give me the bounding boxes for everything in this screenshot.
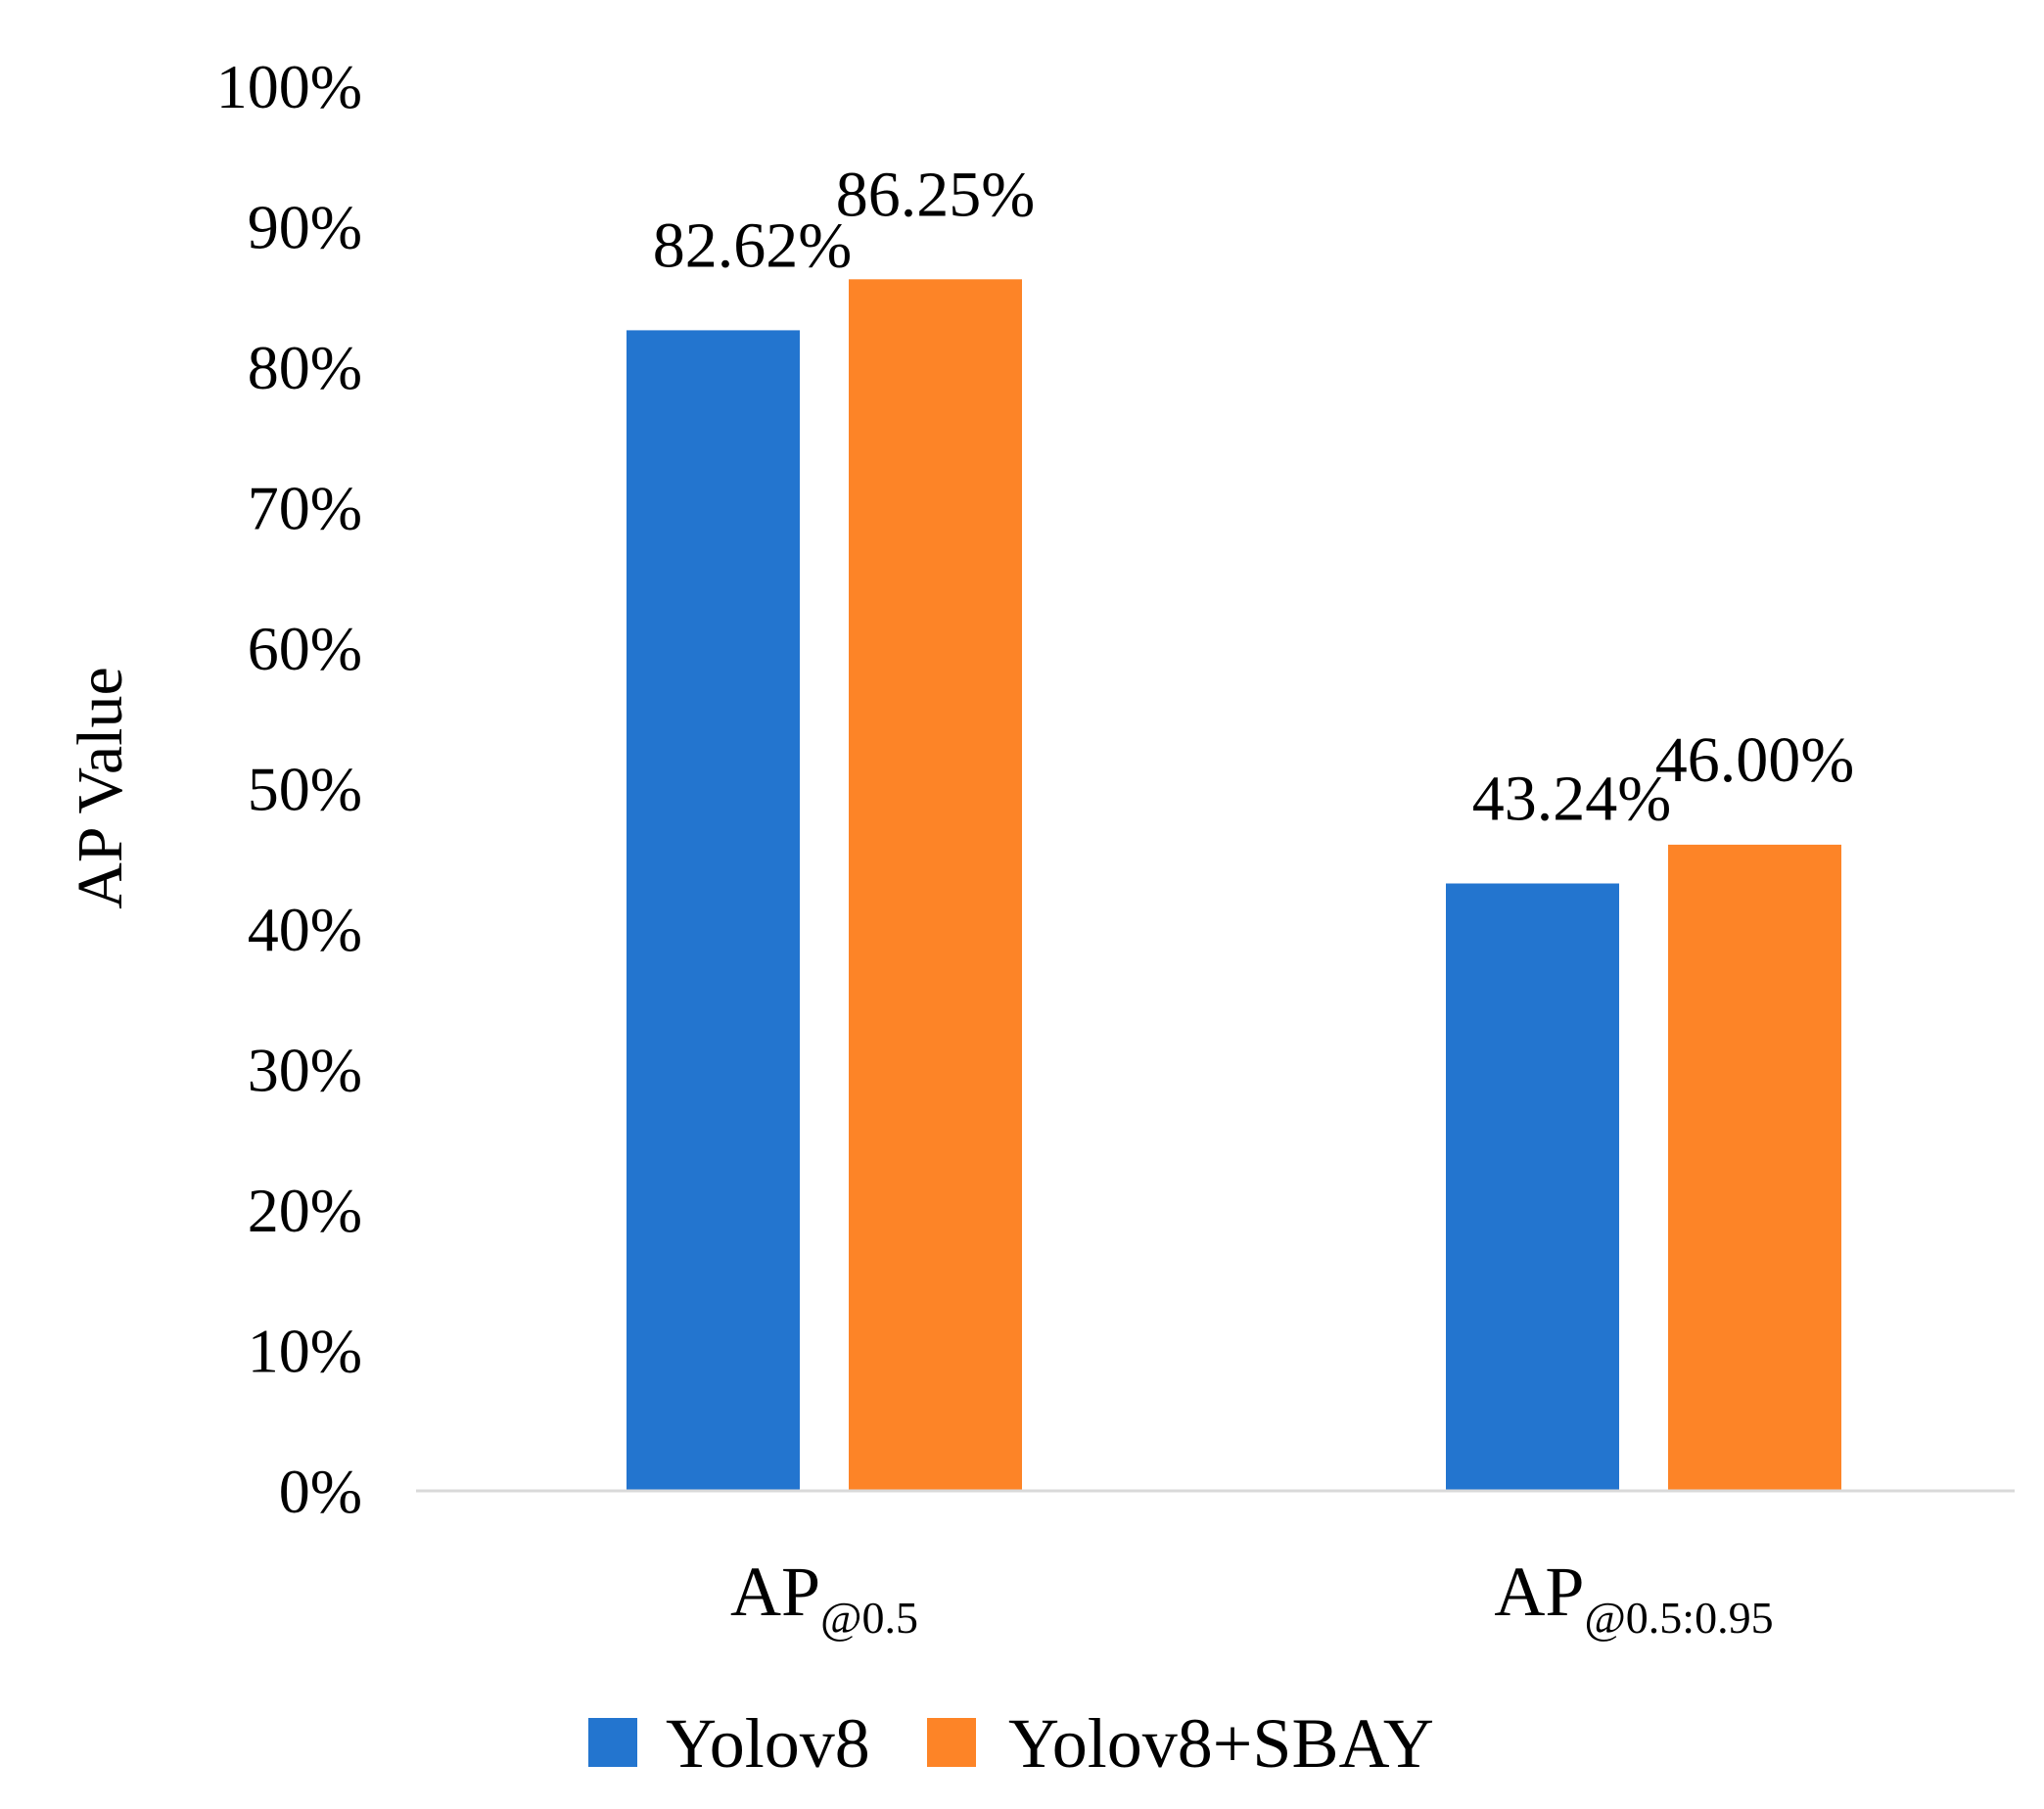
y-tick-label: 20% <box>248 1176 362 1245</box>
bars <box>627 279 1841 1491</box>
legend: Yolov8 Yolov8+SBAY <box>588 1704 1434 1783</box>
y-tick-label: 30% <box>248 1036 362 1105</box>
y-tick-label: 50% <box>248 755 362 824</box>
bar-yolov8-0 <box>627 330 800 1491</box>
bar-yolov8-sbay-1 <box>1668 844 1841 1491</box>
bar-yolov8-sbay-0 <box>849 279 1022 1491</box>
x-category-label: AP@0.5:0.95 <box>1494 1553 1773 1643</box>
data-label: 86.25% <box>836 159 1035 230</box>
legend-label-yolov8: Yolov8 <box>666 1704 870 1783</box>
x-category-label-subscript: @0.5:0.95 <box>1584 1593 1773 1643</box>
legend-swatch-yolov8 <box>588 1718 637 1767</box>
y-tick-label: 90% <box>248 193 362 262</box>
y-axis-title: AP Value <box>65 667 136 909</box>
data-label: 43.24% <box>1472 764 1671 835</box>
data-labels: 82.62% 43.24% 86.25% 46.00% <box>653 159 1854 834</box>
bar-yolov8-1 <box>1446 883 1619 1491</box>
y-tick-label: 70% <box>248 474 362 543</box>
y-tick-label: 100% <box>216 52 362 121</box>
x-category-label-subscript: @0.5 <box>820 1593 918 1643</box>
x-category-label: AP@0.5 <box>730 1553 918 1643</box>
x-category-label-base: AP <box>1494 1553 1584 1631</box>
y-tick-label: 10% <box>248 1317 362 1386</box>
y-axis-tick-labels: 0% 10% 20% 30% 40% 50% 60% 70% 80% 90% 100% <box>216 52 362 1526</box>
legend-swatch-yolov8-sbay <box>927 1718 976 1767</box>
y-tick-label: 40% <box>248 895 362 964</box>
x-axis-category-labels: AP@0.5 AP@0.5:0.95 <box>730 1553 1774 1643</box>
data-label: 46.00% <box>1655 724 1854 796</box>
y-tick-label: 60% <box>248 614 362 683</box>
y-tick-label: 80% <box>248 333 362 402</box>
x-category-label-base: AP <box>730 1553 820 1631</box>
legend-label-yolov8-sbay: Yolov8+SBAY <box>1008 1704 1434 1783</box>
y-tick-label: 0% <box>279 1457 362 1526</box>
y-axis-title-group: AP Value <box>65 667 136 909</box>
data-label: 82.62% <box>653 209 852 281</box>
